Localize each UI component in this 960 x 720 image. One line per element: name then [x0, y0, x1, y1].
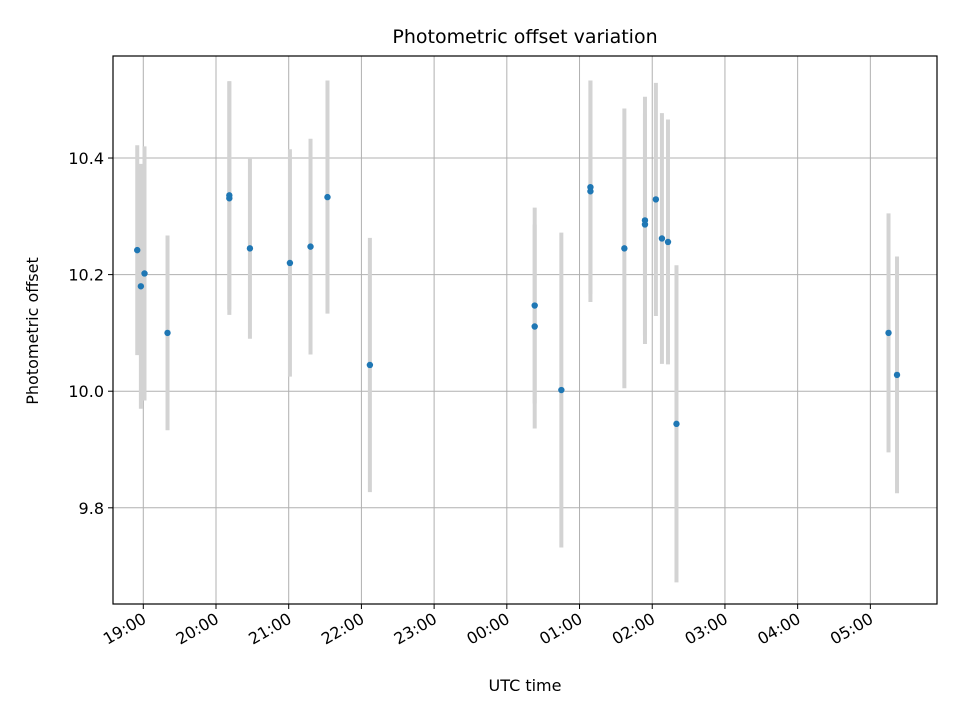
y-axis: 9.8 10.0 10.2 10.4 — [68, 149, 113, 518]
data-point — [641, 221, 649, 228]
data-point — [246, 245, 254, 252]
data-point — [324, 193, 331, 201]
data-points — [134, 183, 901, 428]
data-point — [137, 283, 145, 290]
data-point — [652, 196, 660, 203]
data-point — [164, 329, 171, 337]
plot-frame — [112, 55, 938, 605]
grid — [113, 56, 937, 604]
y-tick-label: 10.4 — [68, 149, 104, 168]
data-point — [531, 302, 538, 309]
data-point — [621, 245, 628, 252]
data-point — [893, 371, 901, 379]
y-tick-label: 9.8 — [79, 499, 104, 518]
data-point — [558, 386, 565, 394]
y-tick-label: 10.2 — [68, 266, 104, 285]
y-tick-label: 10.0 — [68, 382, 104, 401]
data-point — [658, 235, 666, 242]
x-axis-title: UTC time — [489, 676, 562, 695]
data-point — [307, 243, 314, 250]
data-point — [664, 238, 672, 246]
data-point — [531, 323, 538, 330]
data-point — [141, 270, 148, 277]
data-point — [366, 361, 374, 369]
data-point — [587, 188, 594, 195]
data-point — [226, 195, 233, 202]
chart-title: Photometric offset variation — [392, 26, 657, 48]
data-point — [673, 420, 680, 428]
data-point — [885, 329, 892, 337]
y-axis-title: Photometric offset — [23, 257, 42, 405]
data-point — [134, 246, 141, 254]
data-point — [286, 259, 294, 267]
